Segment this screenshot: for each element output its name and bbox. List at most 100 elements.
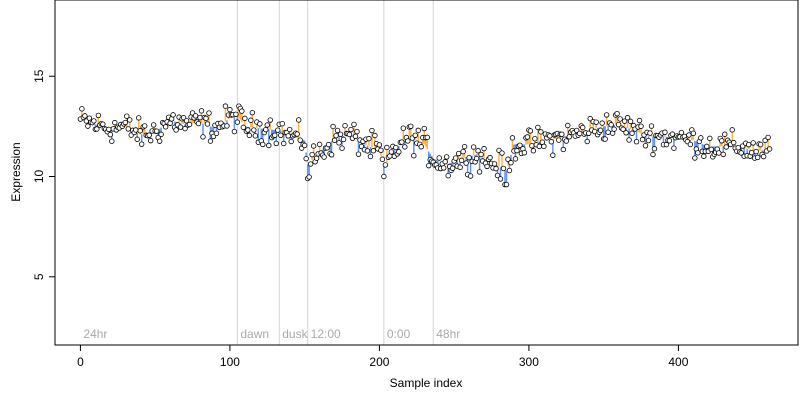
data-point <box>366 135 372 142</box>
data-point <box>460 148 466 155</box>
data-point <box>147 137 154 144</box>
data-point <box>458 157 465 164</box>
data-point <box>648 123 655 129</box>
data-point <box>560 146 566 153</box>
data-point <box>307 161 314 167</box>
data-point <box>245 127 251 133</box>
data-point <box>95 112 102 119</box>
data-point <box>443 154 450 160</box>
data-point <box>266 142 272 149</box>
data-point <box>294 131 300 137</box>
data-point <box>382 162 389 168</box>
data-point <box>405 138 411 144</box>
data-point <box>445 172 451 179</box>
segment-label: 48hr <box>436 327 460 341</box>
data-point <box>139 141 145 147</box>
data-point <box>639 136 646 143</box>
x-axis: 0 100 200 300 400 <box>77 344 689 369</box>
data-point <box>602 136 608 142</box>
data-point <box>246 132 253 139</box>
data-point <box>186 121 193 128</box>
data-point <box>260 141 266 148</box>
segment-label: dawn <box>240 327 269 341</box>
data-point <box>509 135 516 141</box>
data-point <box>629 130 635 136</box>
data-point <box>512 156 519 162</box>
data-point <box>316 141 323 148</box>
data-point <box>517 142 523 149</box>
data-point <box>547 133 553 139</box>
data-point <box>400 125 407 131</box>
data-point <box>352 133 359 139</box>
data-point <box>200 134 206 140</box>
data-point <box>388 149 395 155</box>
data-point <box>597 127 604 133</box>
data-point <box>690 130 697 137</box>
data-point <box>623 130 629 136</box>
data-point <box>272 132 278 138</box>
data-point <box>626 137 632 143</box>
data-point <box>408 123 414 129</box>
data-point <box>720 151 726 158</box>
data-point <box>529 143 535 149</box>
data-point <box>330 123 336 130</box>
data-point <box>278 132 284 139</box>
data-point <box>735 145 741 151</box>
data-point <box>666 138 673 144</box>
data-point <box>505 156 511 162</box>
data-point <box>227 106 233 113</box>
data-point <box>487 154 493 161</box>
data-point <box>753 148 759 155</box>
data-point <box>381 173 387 180</box>
data-point <box>107 131 114 138</box>
data-point <box>141 123 148 129</box>
data-point <box>275 127 281 133</box>
segment-label: dusk <box>282 327 308 341</box>
data-point <box>636 117 643 124</box>
data-point <box>716 150 722 156</box>
data-point <box>461 143 468 150</box>
data-point <box>532 135 538 142</box>
data-point <box>295 117 302 123</box>
data-point <box>303 155 309 162</box>
data-point <box>122 119 128 126</box>
data-point <box>470 144 477 150</box>
y-axis: 5 10 15 <box>32 69 55 280</box>
data-point <box>240 124 247 131</box>
data-point <box>701 153 707 159</box>
data-point <box>249 109 256 116</box>
data-point <box>449 165 456 171</box>
data-point <box>503 181 510 188</box>
data-points <box>77 103 773 188</box>
data-point <box>442 159 448 165</box>
data-point <box>339 145 345 151</box>
data-point <box>251 127 257 133</box>
data-point <box>500 165 507 172</box>
data-point <box>411 152 417 159</box>
data-point <box>647 130 653 136</box>
data-point <box>137 128 143 134</box>
data-point <box>124 113 130 119</box>
data-point <box>369 127 375 134</box>
data-point <box>415 127 421 134</box>
data-point <box>348 126 354 133</box>
data-point <box>527 128 534 134</box>
data-point <box>686 132 692 138</box>
data-point <box>638 123 644 129</box>
data-point <box>197 114 203 121</box>
data-point <box>452 155 459 161</box>
data-point <box>195 120 202 127</box>
data-point <box>440 165 447 171</box>
data-point <box>173 127 179 133</box>
data-point <box>127 117 133 123</box>
data-point <box>333 132 339 139</box>
data-point <box>467 173 474 179</box>
data-point <box>642 142 649 149</box>
data-point <box>328 152 335 158</box>
data-point <box>614 110 620 117</box>
data-point <box>301 142 308 149</box>
data-point <box>342 123 348 129</box>
data-point <box>615 121 622 128</box>
data-point <box>473 155 480 162</box>
